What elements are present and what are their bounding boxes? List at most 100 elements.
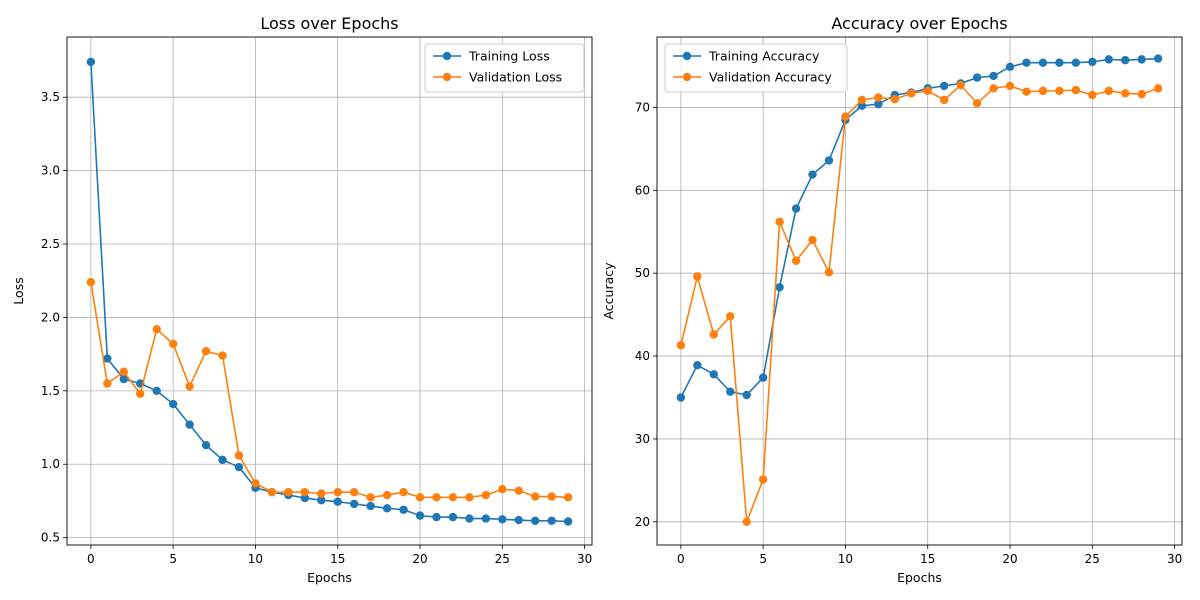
data-point	[152, 386, 161, 396]
series-training-loss	[86, 57, 573, 526]
legend: Training Accuracy Validation Accuracy	[664, 43, 848, 93]
x-tick-label: 30	[1167, 552, 1182, 566]
data-point	[808, 235, 817, 245]
data-point	[168, 399, 178, 409]
data-point	[86, 57, 96, 67]
data-point	[742, 517, 751, 526]
x-tick-label: 20	[1002, 552, 1017, 566]
y-axis-label: Accuracy	[601, 262, 616, 320]
data-point	[1153, 84, 1163, 93]
chart-title: Accuracy over Epochs	[831, 14, 1007, 33]
data-point	[514, 486, 523, 495]
data-point	[676, 393, 686, 402]
plot-frame	[656, 36, 1183, 546]
x-tick-label: 5	[759, 552, 767, 566]
data-point	[676, 341, 686, 350]
data-point	[382, 504, 392, 513]
data-point	[399, 487, 408, 497]
x-tick-label: 10	[248, 552, 263, 566]
y-tick-label: 1.5	[41, 384, 60, 398]
data-point	[300, 493, 310, 503]
data-point	[103, 354, 112, 363]
x-tick-label: 15	[330, 552, 345, 566]
chart-title: Loss over Epochs	[260, 14, 398, 33]
data-point	[185, 420, 194, 429]
y-axis-label: Loss	[11, 277, 26, 304]
data-point	[415, 493, 425, 502]
legend-marker	[682, 72, 692, 82]
data-point	[824, 156, 834, 165]
y-tick-label: 70	[635, 100, 650, 114]
data-point	[531, 516, 540, 525]
y-tick-label: 60	[635, 183, 650, 197]
data-point	[841, 112, 850, 121]
data-point	[317, 496, 326, 505]
data-point	[317, 489, 326, 498]
data-point	[185, 382, 194, 391]
data-point	[448, 512, 458, 522]
x-axis-label: Epochs	[307, 570, 352, 585]
y-tick-label: 2.0	[41, 310, 60, 324]
data-point	[989, 71, 998, 81]
data-point	[1005, 81, 1015, 91]
data-point	[465, 514, 474, 523]
data-point	[857, 95, 867, 105]
chart-panel-1: 0 5 10 15 20 25 30 0.5 1.0 1.5 2.0 2.5 3.0 3.5 Loss ov…	[11, 14, 593, 585]
data-point	[939, 81, 949, 91]
data-point	[563, 493, 573, 502]
series-line	[90, 282, 569, 499]
data-point	[972, 73, 982, 82]
data-point	[1055, 86, 1064, 96]
y-tick-label: 2.5	[41, 237, 60, 251]
x-tick-label: 25	[1085, 552, 1100, 566]
x-axis-label: Epochs	[897, 570, 942, 585]
grid-lines	[657, 37, 1182, 545]
data-point	[218, 455, 227, 465]
data-point	[758, 475, 768, 484]
data-point	[857, 101, 867, 110]
data-point	[1005, 62, 1015, 72]
data-point	[103, 379, 112, 388]
y-tick-label: 20	[635, 515, 650, 529]
legend-label: Training Loss	[468, 49, 550, 64]
y-tick-label: 3.0	[41, 164, 60, 178]
data-point	[234, 451, 244, 460]
data-point	[726, 387, 735, 396]
y-tick-label: 40	[635, 349, 650, 363]
data-point	[234, 462, 244, 472]
y-tick-label: 50	[635, 266, 650, 280]
data-point	[1153, 54, 1163, 63]
legend-marker	[442, 51, 452, 61]
data-point	[514, 515, 523, 525]
data-point	[989, 84, 998, 93]
data-point	[1055, 58, 1064, 67]
chart-panel-2: 0 5 10 15 20 25 30 20 30 40 50 60 70 Accuracy over Ep…	[601, 14, 1183, 585]
data-point	[349, 499, 359, 509]
data-point	[251, 479, 260, 488]
data-point	[1022, 58, 1031, 67]
x-tick-label: 25	[495, 552, 510, 566]
data-point	[808, 170, 817, 179]
data-point	[152, 324, 161, 334]
data-point	[547, 516, 556, 525]
y-tick-label: 0.5	[41, 531, 60, 545]
series-line	[90, 61, 569, 523]
data-point	[791, 256, 801, 265]
data-point	[333, 487, 342, 497]
data-point	[775, 283, 784, 292]
data-point	[1121, 56, 1130, 65]
series-line	[680, 57, 1159, 398]
data-point	[1088, 57, 1097, 67]
x-tick-label: 20	[412, 552, 427, 566]
data-point	[498, 485, 507, 494]
legend: Training Loss Validation Loss	[424, 43, 585, 93]
data-point	[465, 493, 474, 502]
data-point	[366, 493, 375, 502]
data-point	[1038, 58, 1048, 67]
data-point	[366, 501, 375, 511]
data-point	[201, 346, 211, 356]
data-point	[758, 373, 768, 382]
data-point	[382, 490, 392, 500]
data-point	[349, 487, 359, 497]
